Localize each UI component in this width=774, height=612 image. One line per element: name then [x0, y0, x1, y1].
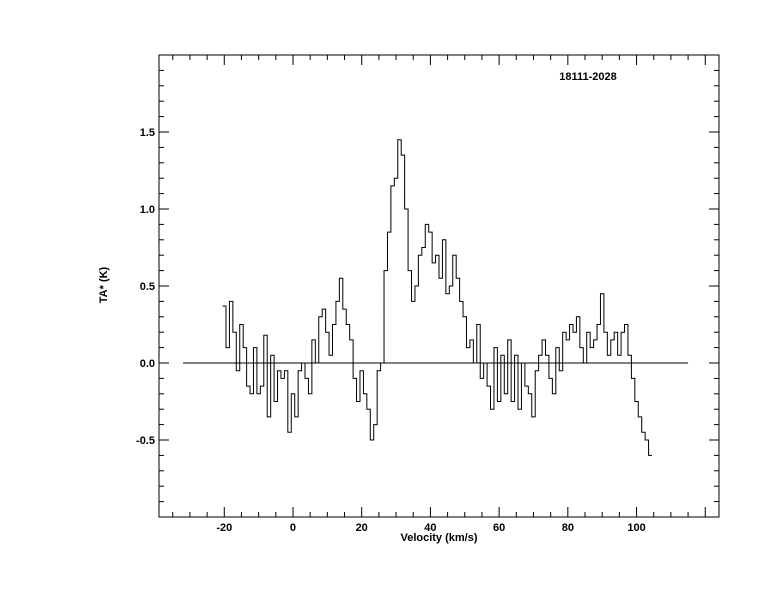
chart-title: 18111-2028 — [559, 71, 617, 83]
x-tick-label: 20 — [356, 522, 368, 534]
y-tick-label: 1.5 — [140, 127, 155, 139]
x-tick-label: 100 — [627, 522, 645, 534]
y-axis-label: TA* (K) — [98, 266, 110, 303]
y-tick-label: 0.0 — [140, 358, 155, 370]
plot-frame — [158, 54, 720, 518]
spectrum-series-line — [222, 139, 653, 456]
x-tick-label: 80 — [562, 522, 574, 534]
y-tick-label: -0.5 — [136, 435, 155, 447]
tick-labels: -20 0 20 40 60 80 100 -0.5 0.0 0.5 1.0 1.5 — [136, 127, 646, 534]
x-tick-label: 0 — [290, 522, 296, 534]
x-tick-label: 60 — [493, 522, 505, 534]
y-tick-label: 1.0 — [140, 204, 155, 216]
x-tick-label: -20 — [216, 522, 232, 534]
y-tick-label: 0.5 — [140, 281, 155, 293]
x-axis-label: Velocity (km/s) — [400, 532, 477, 544]
axis-ticks — [159, 55, 719, 517]
x-tick-label: 40 — [424, 522, 436, 534]
